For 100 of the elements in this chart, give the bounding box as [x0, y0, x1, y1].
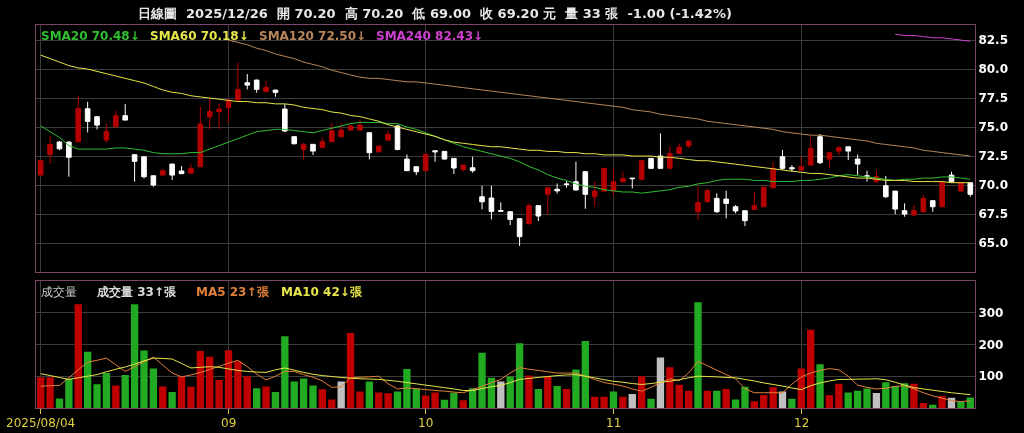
bar: [863, 388, 871, 408]
y-tick-label: 80.0: [978, 62, 1009, 77]
line-series: [228, 39, 971, 157]
candlestick: [159, 168, 166, 177]
bar: [938, 395, 946, 408]
x-tick-label: 12: [794, 416, 810, 430]
bar: [375, 392, 383, 408]
candlestick: [169, 163, 175, 181]
bar: [816, 364, 824, 408]
bar: [835, 383, 843, 408]
candlestick: [37, 160, 44, 177]
y-tick-label: 100: [978, 369, 1004, 384]
candlestick: [648, 157, 654, 170]
bar: [215, 380, 223, 408]
bar: [431, 392, 439, 408]
bar: [684, 390, 693, 408]
candlestick: [441, 150, 448, 161]
bar: [807, 329, 815, 408]
candlestick: [563, 180, 570, 189]
candlestick: [338, 122, 344, 138]
y-tick-label: 75.0: [978, 120, 1009, 135]
y-tick-label: 67.5: [978, 207, 1009, 222]
candlestick: [488, 185, 495, 220]
line-series: [40, 54, 971, 184]
text: SMA60 70.18↓: [150, 29, 249, 43]
bar: [121, 374, 129, 408]
bar: [102, 373, 111, 408]
line-series: [894, 33, 971, 42]
bar: [844, 392, 852, 408]
y-tick-label: 77.5: [978, 91, 1009, 106]
bar: [46, 377, 54, 408]
candlestick: [507, 211, 513, 226]
text: SMA20 70.48↓: [41, 29, 140, 43]
bar: [206, 356, 214, 408]
bar: [130, 304, 139, 408]
candlestick: [347, 124, 354, 132]
candlestick: [103, 122, 110, 144]
bar: [778, 391, 787, 408]
bar: [647, 398, 655, 408]
bar: [112, 385, 120, 408]
candlestick: [413, 165, 420, 176]
bar: [656, 357, 665, 408]
candlestick: [385, 130, 391, 142]
candlestick: [150, 175, 157, 188]
bar: [243, 376, 251, 408]
candlestick: [723, 190, 729, 219]
bar: [853, 390, 862, 408]
candlestick: [460, 164, 467, 173]
candlestick: [929, 199, 936, 213]
bar: [412, 388, 420, 408]
y-tick-label: 72.5: [978, 149, 1009, 164]
candlestick: [516, 218, 523, 247]
candlestick: [667, 146, 673, 170]
bar: [149, 368, 158, 408]
bar: [187, 386, 195, 408]
candlestick: [760, 186, 767, 208]
bar: [37, 377, 45, 408]
bar: [750, 401, 758, 408]
candlestick: [939, 180, 945, 208]
series-label: 成交量 33↑張: [96, 285, 177, 299]
candlestick: [751, 191, 758, 210]
bar: [591, 396, 599, 408]
candlestick: [328, 122, 335, 143]
candlestick: [901, 202, 908, 218]
candlestick: [911, 204, 917, 217]
candlestick: [282, 103, 288, 133]
text: SMA240 82.43↓: [376, 29, 484, 43]
bar: [393, 391, 402, 408]
bar: [224, 350, 233, 408]
bar: [919, 402, 928, 408]
bar: [957, 401, 965, 408]
candlestick: [704, 187, 711, 203]
candlestick: [253, 79, 260, 94]
candlestick: [188, 163, 194, 174]
y-tick-label: 65.0: [978, 236, 1009, 251]
bar: [440, 399, 449, 408]
bar: [262, 386, 270, 408]
candlestick: [554, 182, 560, 194]
bar: [281, 336, 289, 408]
bar: [713, 390, 721, 408]
bar: [600, 396, 608, 408]
bar: [346, 332, 355, 408]
candlestick: [244, 73, 251, 90]
bar: [731, 399, 740, 408]
candlestick: [526, 202, 532, 225]
bar: [553, 386, 561, 408]
bar: [872, 393, 881, 408]
candlestick: [235, 62, 241, 101]
candlestick: [826, 152, 833, 169]
bar: [562, 388, 571, 408]
candlestick: [479, 185, 485, 210]
candlestick: [629, 177, 636, 189]
y-tick-label: 300: [978, 305, 1004, 320]
bar: [93, 384, 101, 408]
bar: [769, 387, 777, 408]
candlestick: [882, 175, 889, 199]
bar: [666, 367, 674, 408]
candlestick: [732, 204, 739, 214]
candlestick: [319, 136, 326, 149]
bar: [168, 392, 176, 408]
